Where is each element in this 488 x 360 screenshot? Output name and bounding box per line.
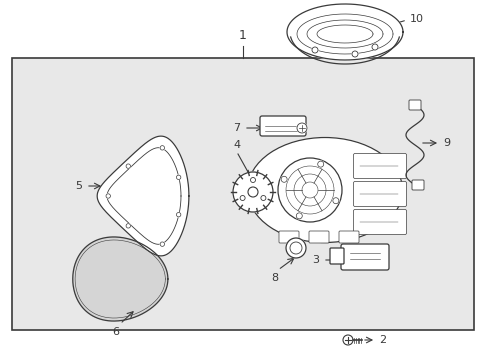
Circle shape [261,195,265,201]
Circle shape [296,213,302,219]
Circle shape [296,123,306,133]
FancyBboxPatch shape [329,248,343,264]
Polygon shape [73,237,167,321]
Circle shape [278,158,341,222]
FancyBboxPatch shape [279,231,298,243]
Text: 8: 8 [271,273,278,283]
FancyBboxPatch shape [340,244,388,270]
Text: 1: 1 [239,29,246,42]
Text: 10: 10 [409,14,423,24]
Circle shape [176,212,181,217]
Text: 7: 7 [232,123,240,133]
Circle shape [160,146,164,150]
Circle shape [160,242,164,246]
Circle shape [106,194,110,198]
FancyBboxPatch shape [411,180,423,190]
FancyBboxPatch shape [338,231,358,243]
Circle shape [232,172,272,212]
Text: 5: 5 [75,181,82,191]
Circle shape [342,335,352,345]
FancyBboxPatch shape [260,116,305,136]
Text: 3: 3 [311,255,318,265]
Text: 2: 2 [378,335,386,345]
Text: 9: 9 [442,138,449,148]
Circle shape [176,175,181,180]
FancyBboxPatch shape [308,231,328,243]
Circle shape [240,195,244,201]
Circle shape [332,198,338,204]
Polygon shape [97,136,188,256]
Circle shape [351,51,357,57]
Circle shape [126,164,130,168]
Circle shape [311,47,317,53]
Circle shape [371,44,377,50]
FancyBboxPatch shape [353,181,406,207]
Bar [12,58,473,330]
FancyBboxPatch shape [353,153,406,179]
Text: 6: 6 [112,327,119,337]
Circle shape [281,176,286,182]
Circle shape [247,187,258,197]
Polygon shape [286,4,402,60]
Circle shape [126,224,130,228]
Circle shape [317,161,323,167]
Ellipse shape [285,238,305,258]
Circle shape [250,177,255,183]
FancyBboxPatch shape [353,210,406,234]
Ellipse shape [247,138,402,243]
Text: 4: 4 [233,140,240,150]
Circle shape [289,242,302,254]
FancyBboxPatch shape [408,100,420,110]
